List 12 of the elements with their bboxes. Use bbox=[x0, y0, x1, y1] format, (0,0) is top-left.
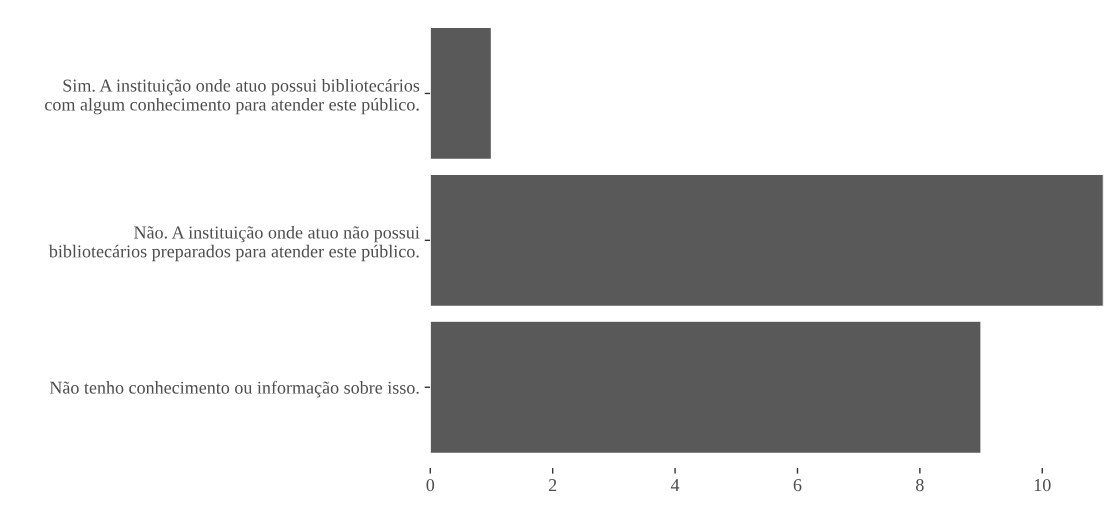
y-tick-label: Sim. A instituição onde atuo possui bibliotecários com algum conhecimento para atender este público. bbox=[45, 78, 420, 115]
bar bbox=[430, 173, 1104, 308]
x-tick-label: 10 bbox=[1034, 478, 1051, 492]
x-tick-label: 8 bbox=[916, 478, 924, 492]
x-tick-label: 2 bbox=[548, 479, 557, 491]
x-tick-label: 6 bbox=[793, 479, 802, 492]
x-tick-label: 4 bbox=[670, 479, 680, 491]
y-tick-label: Não. A instituição onde atuo não possui bibliotecários preparados para atender este público. bbox=[48, 225, 420, 262]
y-tick-label: Não tenho conhecimento ou informação sobre isso. bbox=[49, 380, 419, 398]
bar bbox=[430, 26, 493, 161]
x-tick-label: 0 bbox=[426, 478, 435, 492]
bar bbox=[430, 320, 982, 455]
